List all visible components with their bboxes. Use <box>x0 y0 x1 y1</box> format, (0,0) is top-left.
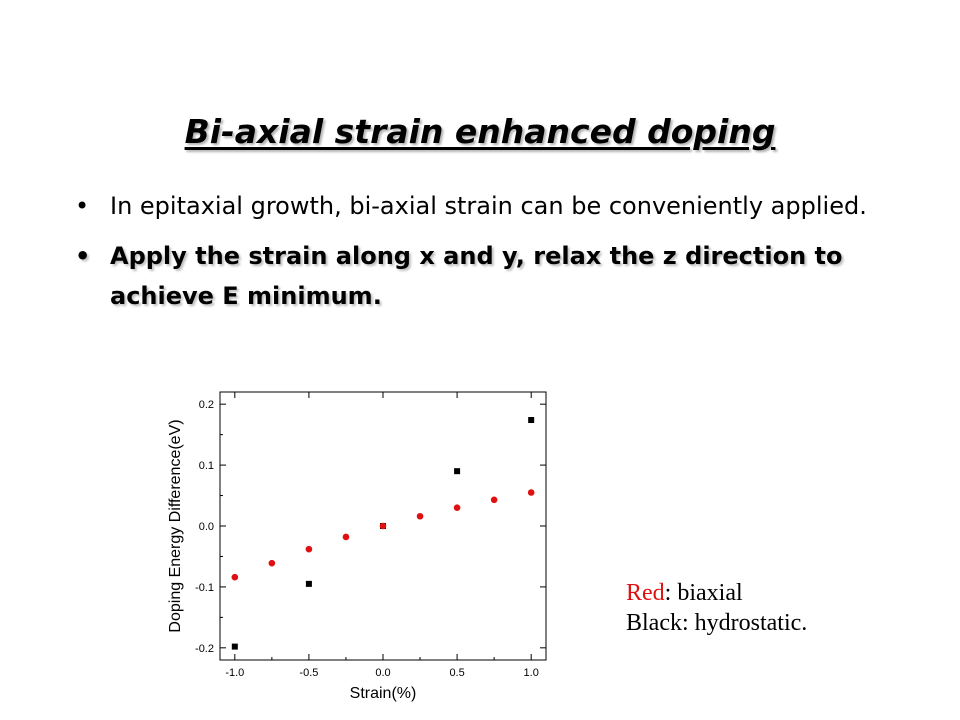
x-axis-label: Strain(%) <box>350 685 417 702</box>
square-point <box>305 580 312 587</box>
x-tick-label: 1.0 <box>524 667 539 679</box>
bullet-marker: • <box>75 192 90 220</box>
y-tick-label: 0.2 <box>199 399 214 411</box>
axis-ticks <box>220 392 546 660</box>
circle-point <box>268 559 276 567</box>
color-legend: Red: biaxial Black: hydrostatic. <box>626 578 807 638</box>
bullet-item-2: • Apply the strain along x and y, relax … <box>72 236 902 316</box>
bullet-list: • In epitaxial growth, bi-axial strain c… <box>72 186 902 326</box>
y-tick-label: 0.1 <box>199 460 214 472</box>
x-tick-label: 0.0 <box>375 667 390 679</box>
circle-point <box>416 512 424 520</box>
data-points <box>231 417 535 650</box>
y-tick-label: 0.0 <box>199 521 214 533</box>
bullet-marker: • <box>75 242 91 270</box>
circle-point <box>305 545 313 553</box>
x-tick-label: -0.5 <box>299 667 318 679</box>
slide-title: Bi-axial strain enhanced doping <box>184 112 776 151</box>
x-tick-labels: -1.0 -0.5 0.0 0.5 1.0 <box>225 667 538 679</box>
circle-point <box>379 522 387 530</box>
circle-point <box>231 573 239 581</box>
circle-point <box>453 504 461 512</box>
circle-point <box>490 496 498 504</box>
square-point <box>231 643 238 650</box>
legend-red-word: Red <box>626 580 665 606</box>
y-axis-label: Doping Energy Difference(eV) <box>167 419 184 632</box>
legend-line-red: Red: biaxial <box>626 578 807 608</box>
legend-red-desc: : biaxial <box>664 580 743 606</box>
y-tick-label: -0.1 <box>195 582 214 594</box>
x-tick-label: 0.5 <box>449 667 464 679</box>
legend-line-black: Black: hydrostatic. <box>626 610 808 636</box>
bullet-item-1: • In epitaxial growth, bi-axial strain c… <box>72 186 902 226</box>
y-tick-labels: -0.2 -0.1 0.0 0.1 0.2 <box>195 399 214 655</box>
circle-point <box>342 533 350 541</box>
y-tick-label: -0.2 <box>195 643 214 655</box>
bullet-text: In epitaxial growth, bi-axial strain can… <box>110 192 867 220</box>
x-tick-label: -1.0 <box>225 667 244 679</box>
circle-point <box>527 489 535 496</box>
scatter-chart: -1.0 -0.5 0.0 0.5 1.0 -0.2 -0.1 0.0 0.1 0.2 Stra… <box>167 391 547 702</box>
square-point <box>454 468 461 475</box>
square-point <box>528 417 535 424</box>
bullet-text: Apply the strain along x and y, relax th… <box>110 242 843 310</box>
